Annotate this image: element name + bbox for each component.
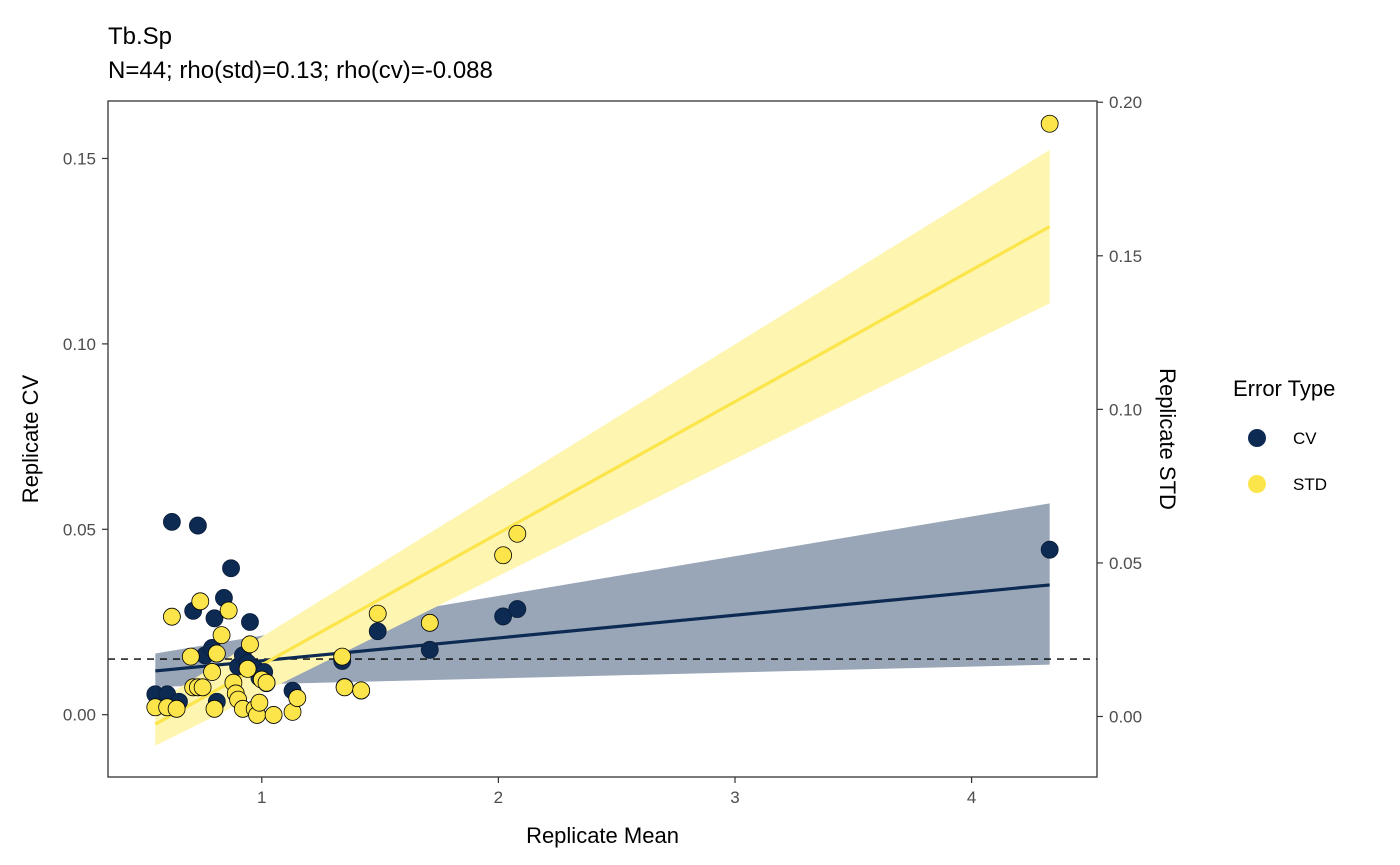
panel-border: [107, 100, 1098, 778]
point-std: [193, 678, 212, 697]
fit-line-cv: [155, 583, 1050, 673]
y-tick-label: 0.05: [63, 520, 96, 539]
point-std: [162, 607, 181, 626]
point-std: [191, 592, 210, 611]
point-cv: [420, 640, 439, 659]
legend-key-std: [1248, 475, 1266, 493]
confidence-bands: [155, 149, 1050, 746]
legend-label-cv: CV: [1293, 429, 1317, 448]
point-cv: [162, 512, 181, 531]
point-std: [207, 644, 226, 663]
y-tick-label: 0.00: [63, 706, 96, 725]
point-cv: [189, 516, 207, 535]
point-std: [219, 601, 238, 620]
point-cv: [368, 622, 387, 641]
point-std: [238, 659, 257, 678]
chart-title: Tb.Sp: [108, 23, 172, 50]
point-std: [368, 604, 387, 623]
y-tick-label: 0.15: [63, 149, 96, 168]
fit-line-std: [154, 225, 1051, 726]
legend-entries: CV STD: [1248, 429, 1327, 494]
point-cv: [1040, 540, 1059, 559]
point-std: [335, 678, 354, 697]
x-tick-label: 1: [257, 788, 266, 807]
point-std: [257, 673, 276, 692]
data-points: [146, 114, 1059, 724]
point-cv: [508, 600, 527, 618]
y2-tick-label: 0.05: [1109, 554, 1142, 573]
fit-lines: [154, 225, 1051, 726]
y-axis-right: 0.00 0.05 0.10 0.15 0.20: [1097, 93, 1142, 726]
y-axis-title: Replicate CV: [18, 374, 43, 503]
y-tick-label: 0.10: [63, 335, 96, 354]
point-std: [288, 689, 307, 707]
point-cv: [241, 613, 259, 631]
point-std: [508, 524, 527, 543]
x-tick-label: 3: [730, 788, 739, 807]
y2-tick-label: 0.00: [1109, 707, 1142, 726]
y-axis-left: 0.00 0.05 0.10 0.15: [63, 149, 108, 725]
legend-key-cv: [1248, 429, 1266, 447]
band-cv: [155, 503, 1050, 687]
point-std: [212, 626, 231, 645]
point-cv: [494, 607, 513, 626]
point-std: [241, 635, 259, 654]
legend-title: Error Type: [1233, 376, 1335, 401]
point-std: [333, 647, 352, 666]
y2-tick-label: 0.15: [1109, 247, 1142, 266]
point-cv: [222, 559, 240, 578]
point-std: [352, 681, 371, 700]
point-cv: [205, 609, 224, 628]
y2-axis-title: Replicate STD: [1155, 368, 1180, 510]
point-std: [167, 699, 186, 718]
legend: Error Type CV STD: [1233, 376, 1335, 494]
x-tick-label: 4: [967, 788, 976, 807]
legend-label-std: STD: [1293, 475, 1327, 494]
x-axis-title: Replicate Mean: [526, 823, 679, 848]
point-std: [420, 613, 439, 632]
point-std: [181, 647, 200, 666]
chart-subtitle: N=44; rho(std)=0.13; rho(cv)=-0.088: [108, 57, 493, 84]
x-axis: 1 2 3 4: [257, 777, 976, 807]
x-tick-label: 2: [494, 788, 503, 807]
band-std: [155, 149, 1050, 746]
point-std: [494, 546, 513, 565]
y2-tick-label: 0.10: [1109, 400, 1142, 419]
point-std: [205, 699, 224, 718]
point-std: [264, 706, 283, 724]
point-std: [1040, 114, 1059, 133]
point-std: [203, 663, 222, 681]
y2-tick-label: 0.20: [1109, 93, 1142, 112]
point-std: [250, 693, 269, 712]
